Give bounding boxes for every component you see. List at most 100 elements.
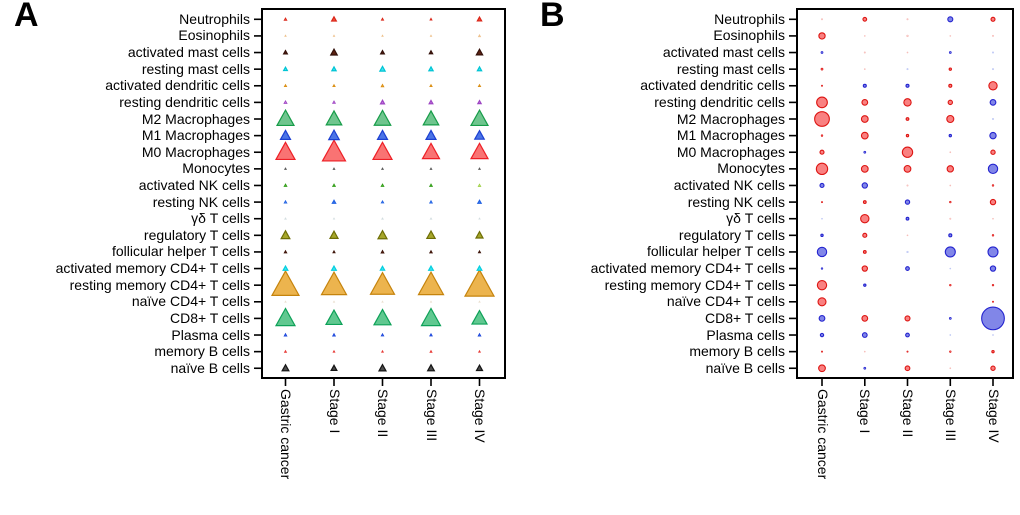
x-label: Stage IV xyxy=(985,389,1002,443)
marker-triangle xyxy=(380,167,385,170)
row-label: activated memory CD4+ T cells xyxy=(590,260,785,277)
marker-triangle xyxy=(478,300,481,303)
marker-circle xyxy=(990,16,996,22)
marker-triangle xyxy=(381,300,384,303)
marker-triangle xyxy=(331,332,337,337)
row-label: regulatory T cells xyxy=(678,226,785,243)
marker-circle xyxy=(904,365,911,372)
row-label: follicular helper T cells xyxy=(112,243,250,260)
marker-triangle xyxy=(282,49,289,55)
x-label: Stage I xyxy=(857,389,874,434)
marker-circle xyxy=(949,184,952,187)
marker-circle xyxy=(906,68,909,71)
marker-triangle xyxy=(270,269,301,296)
panel-b-row-labels: Neutrophils Eosinophils activated mast cel… xyxy=(530,0,787,380)
marker-circle xyxy=(906,350,909,353)
marker-triangle xyxy=(332,349,336,353)
marker-circle xyxy=(990,365,996,371)
row-label: follicular helper T cells xyxy=(647,243,785,260)
marker-circle xyxy=(860,131,869,140)
marker-triangle xyxy=(429,332,433,337)
marker-triangle xyxy=(429,217,433,220)
plot-box xyxy=(796,8,1014,379)
marker-circle xyxy=(906,234,909,237)
marker-circle xyxy=(988,81,998,91)
row-label: naïve CD4+ T cells xyxy=(131,293,250,310)
marker-circle xyxy=(861,332,868,338)
marker-circle xyxy=(949,267,952,270)
marker-triangle xyxy=(476,15,483,22)
row-label: Plasma cells xyxy=(706,326,785,343)
panel-a-letter: A xyxy=(14,0,39,34)
marker-circle xyxy=(987,163,999,175)
marker-triangle xyxy=(332,34,336,37)
row-label: activated NK cells xyxy=(138,176,250,193)
marker-triangle xyxy=(378,65,387,72)
marker-circle xyxy=(949,217,952,220)
marker-triangle xyxy=(424,129,438,140)
row-label: memory B cells xyxy=(154,343,250,360)
marker-circle xyxy=(989,98,997,106)
marker-triangle xyxy=(477,83,482,88)
row-label: Eosinophils xyxy=(713,27,785,44)
marker-circle xyxy=(863,150,867,154)
marker-circle xyxy=(905,266,910,271)
marker-circle xyxy=(906,184,909,187)
marker-triangle xyxy=(275,108,296,127)
marker-circle xyxy=(819,332,825,338)
row-label: M1 Macrophages xyxy=(141,127,250,144)
marker-circle xyxy=(904,199,911,205)
marker-triangle xyxy=(477,249,482,254)
marker-circle xyxy=(820,233,824,238)
marker-circle xyxy=(948,233,953,238)
marker-triangle xyxy=(325,109,343,126)
marker-triangle xyxy=(379,49,386,55)
row-label: Neutrophils xyxy=(714,10,785,27)
marker-triangle xyxy=(422,109,440,126)
marker-circle xyxy=(905,117,910,121)
marker-circle xyxy=(820,201,823,204)
marker-triangle xyxy=(428,249,434,254)
plot-box xyxy=(261,8,506,379)
marker-circle xyxy=(903,98,912,107)
marker-triangle xyxy=(477,34,482,38)
marker-triangle xyxy=(476,264,483,271)
marker-triangle xyxy=(284,34,287,37)
marker-circle xyxy=(947,99,953,106)
marker-circle xyxy=(948,51,952,54)
marker-circle xyxy=(991,234,995,237)
marker-triangle xyxy=(332,217,336,220)
marker-circle xyxy=(991,68,994,71)
marker-triangle xyxy=(429,300,433,303)
x-label: Stage IV xyxy=(472,389,488,443)
row-label: resting memory CD4+ T cells xyxy=(69,276,250,293)
marker-circle xyxy=(905,83,910,88)
marker-triangle xyxy=(429,83,433,88)
marker-triangle xyxy=(477,183,482,187)
marker-circle xyxy=(818,364,826,373)
marker-triangle xyxy=(331,183,337,187)
marker-circle xyxy=(820,67,824,71)
row-label: resting dendritic cells xyxy=(119,93,250,110)
marker-triangle xyxy=(369,271,396,295)
marker-circle xyxy=(905,332,910,338)
row-label: Plasma cells xyxy=(171,326,250,343)
marker-triangle xyxy=(332,83,336,88)
marker-triangle xyxy=(332,167,336,170)
marker-triangle xyxy=(470,309,489,325)
marker-circle xyxy=(991,349,995,354)
marker-triangle xyxy=(283,167,288,170)
row-label: resting NK cells xyxy=(152,193,250,210)
marker-triangle xyxy=(428,99,434,105)
x-label: Gastric cancer xyxy=(278,389,294,480)
marker-circle xyxy=(948,67,952,71)
row-label: resting memory CD4+ T cells xyxy=(604,276,785,293)
row-label: activated dendritic cells xyxy=(640,77,785,94)
marker-circle xyxy=(990,149,996,155)
marker-triangle xyxy=(279,129,292,140)
marker-triangle xyxy=(379,265,386,271)
marker-circle xyxy=(863,366,867,370)
marker-triangle xyxy=(280,229,291,240)
